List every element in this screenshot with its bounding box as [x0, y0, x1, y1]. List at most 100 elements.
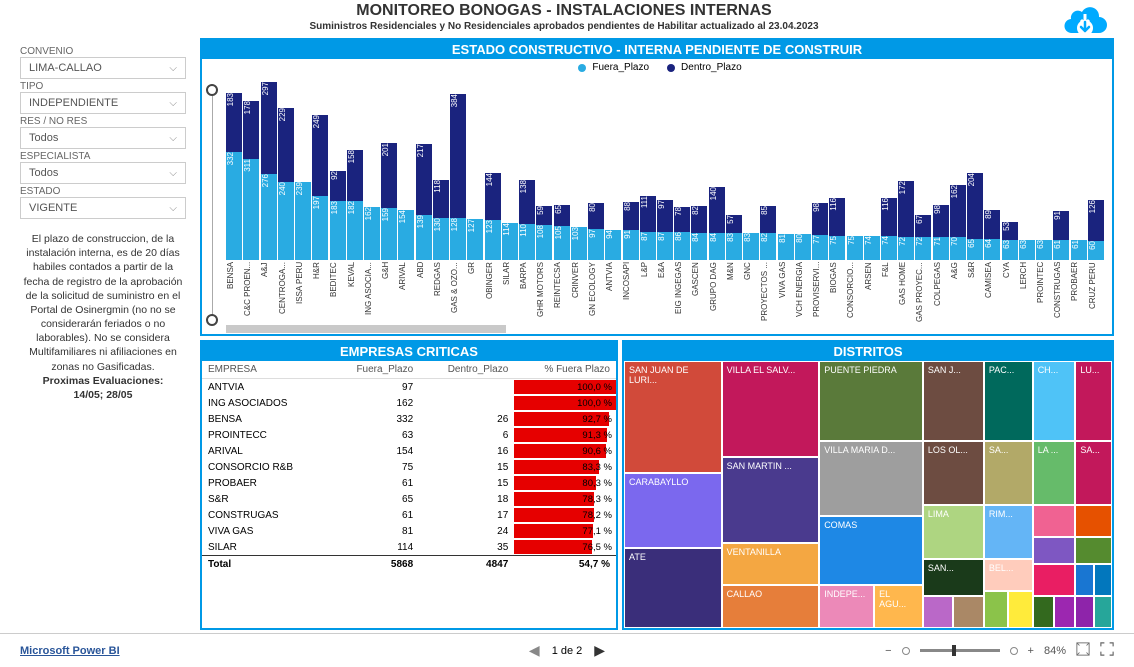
treemap-tile[interactable]: CH... — [1033, 361, 1076, 441]
treemap-tile[interactable]: SA... — [984, 441, 1033, 505]
bar-PROYECTOS ...[interactable]: 8582 — [760, 82, 776, 261]
distritos-treemap[interactable]: SAN JUAN DE LURI...CARABAYLLOATEVILLA EL… — [624, 361, 1112, 628]
slicer-resnores[interactable]: Todos⌵ — [20, 127, 186, 149]
bar-A&J[interactable]: 297276 — [260, 82, 276, 261]
treemap-tile[interactable] — [953, 596, 984, 628]
bar-PROINTEC[interactable]: 63 — [1036, 82, 1052, 261]
table-row[interactable]: ANTVIA97100,0 % — [202, 379, 616, 396]
range-slider-end[interactable] — [206, 314, 218, 326]
zoom-minus[interactable]: − — [885, 645, 891, 657]
table-row[interactable]: CONSTRUGAS611778,2 % — [202, 507, 616, 523]
treemap-tile[interactable] — [923, 596, 954, 628]
treemap-tile[interactable] — [1033, 596, 1054, 628]
pager-next[interactable]: ▶ — [594, 642, 605, 659]
bar-GRUPO DAG[interactable]: 14084 — [709, 82, 725, 261]
bar-BARPA[interactable]: 138110 — [519, 82, 535, 261]
bar-E&A[interactable]: 9787 — [657, 82, 673, 261]
bar-GNC[interactable]: 83 — [743, 82, 759, 261]
treemap-tile[interactable]: SAN... — [923, 559, 984, 596]
table-row[interactable]: ARIVAL1541690,6 % — [202, 443, 616, 459]
bar-F&L[interactable]: 11674 — [881, 82, 897, 261]
bar-ISSA PERU[interactable]: 239 — [295, 82, 311, 261]
bar-GN ECOLOGY[interactable]: 8097 — [588, 82, 604, 261]
download-cloud-icon[interactable] — [1062, 2, 1108, 38]
bar-GHR MOTORS[interactable]: 59108 — [536, 82, 552, 261]
pager-prev[interactable]: ◀ — [529, 642, 540, 659]
fullscreen-icon[interactable] — [1100, 642, 1114, 659]
treemap-tile[interactable]: RIM... — [984, 505, 1033, 558]
bar-EIG INGEGAS[interactable]: 7886 — [674, 82, 690, 261]
bar-ANTVIA[interactable]: 94 — [605, 82, 621, 261]
treemap-tile[interactable] — [1008, 591, 1032, 628]
bar-LERCH[interactable]: 63 — [1019, 82, 1035, 261]
empresas-table[interactable]: EMPRESAFuera_PlazoDentro_Plazo% Fuera Pl… — [202, 361, 616, 572]
bar-ING ASOCIA...[interactable]: 162 — [364, 82, 380, 261]
treemap-tile[interactable]: VILLA MARIA D... — [819, 441, 923, 516]
treemap-tile[interactable] — [1075, 564, 1093, 596]
fit-page-icon[interactable] — [1076, 642, 1090, 659]
table-row[interactable]: BENSA3322692,7 % — [202, 411, 616, 427]
table-row[interactable]: SILAR1143576,5 % — [202, 539, 616, 556]
range-slider-start[interactable] — [206, 84, 218, 96]
treemap-tile[interactable]: INDEPE... — [819, 585, 874, 628]
bar-L&P[interactable]: 11187 — [640, 82, 656, 261]
treemap-tile[interactable] — [1094, 596, 1112, 628]
bar-GR[interactable]: 127 — [467, 82, 483, 261]
slicer-especialista[interactable]: Todos⌵ — [20, 162, 186, 184]
treemap-tile[interactable]: COMAS — [819, 516, 923, 585]
zoom-slider[interactable] — [920, 649, 1000, 652]
treemap-tile[interactable]: ATE — [624, 548, 722, 628]
bar-CONSORCIO...[interactable]: 75 — [846, 82, 862, 261]
treemap-tile[interactable] — [1054, 596, 1075, 628]
col-header[interactable]: Fuera_Plazo — [329, 361, 419, 379]
bar-VIVA GAS[interactable]: 81 — [778, 82, 794, 261]
treemap-tile[interactable] — [1075, 596, 1093, 628]
table-row[interactable]: CONSORCIO R&B751583,3 % — [202, 459, 616, 475]
slicer-tipo[interactable]: INDEPENDIENTE⌵ — [20, 92, 186, 114]
bar-COLPEGAS[interactable]: 9871 — [933, 82, 949, 261]
table-row[interactable]: PROBAER611580,3 % — [202, 475, 616, 491]
bar-REINTECSA[interactable]: 65105 — [553, 82, 569, 261]
treemap-tile[interactable]: PAC... — [984, 361, 1033, 441]
treemap-tile[interactable]: CARABAYLLO — [624, 473, 722, 548]
slicer-estado[interactable]: VIGENTE⌵ — [20, 197, 186, 219]
bar-PROVISERVI...[interactable]: 9877 — [812, 82, 828, 261]
treemap-tile[interactable] — [1075, 505, 1112, 537]
treemap-tile[interactable]: LA ... — [1033, 441, 1076, 505]
bar-BEDITEC[interactable]: 92183 — [329, 82, 345, 261]
treemap-tile[interactable]: SA... — [1075, 441, 1112, 505]
treemap-tile[interactable]: SAN MARTIN ... — [722, 457, 820, 542]
bar-CENTROGA...[interactable]: 229240 — [278, 82, 294, 261]
bar-CYA[interactable]: 5363 — [1002, 82, 1018, 261]
treemap-tile[interactable] — [1033, 564, 1076, 596]
table-row[interactable]: PROINTECC63691,3 % — [202, 427, 616, 443]
treemap-tile[interactable]: LOS OL... — [923, 441, 984, 505]
treemap-tile[interactable]: PUENTE PIEDRA — [819, 361, 923, 441]
bar-H&R[interactable]: 249197 — [312, 82, 328, 261]
bar-BIOGAS[interactable]: 11675 — [829, 82, 845, 261]
bar-VCH ENERGIA[interactable]: 80 — [795, 82, 811, 261]
treemap-tile[interactable]: LIMA — [923, 505, 984, 558]
treemap-tile[interactable]: LU... — [1075, 361, 1112, 441]
treemap-tile[interactable]: VILLA EL SALV... — [722, 361, 820, 457]
bar-G&H[interactable]: 201159 — [381, 82, 397, 261]
col-header[interactable]: EMPRESA — [202, 361, 329, 379]
treemap-tile[interactable] — [1033, 505, 1076, 537]
treemap-tile[interactable] — [1094, 564, 1112, 596]
col-header[interactable]: Dentro_Plazo — [419, 361, 514, 379]
table-row[interactable]: VIVA GAS812477,1 % — [202, 523, 616, 539]
bar-ARIVAL[interactable]: 154 — [398, 82, 414, 261]
bar-REDGAS[interactable]: 118130 — [433, 82, 449, 261]
bar-CRINVER[interactable]: 103 — [571, 82, 587, 261]
bar-GAS PROYEC...[interactable]: 6772 — [915, 82, 931, 261]
bar-GAS HOME[interactable]: 17272 — [898, 82, 914, 261]
bar-S&R[interactable]: 20465 — [967, 82, 983, 261]
treemap-tile[interactable] — [984, 591, 1008, 628]
bar-PROBAER[interactable]: 61 — [1070, 82, 1086, 261]
bar-INCOSAPI[interactable]: 8891 — [622, 82, 638, 261]
bar-ARSEN[interactable]: 74 — [864, 82, 880, 261]
bar-chart[interactable]: 1833321783112972762292402392491979218315… — [202, 78, 1112, 335]
treemap-tile[interactable] — [1033, 537, 1076, 564]
treemap-tile[interactable]: CALLAO — [722, 585, 820, 628]
bar-M&N[interactable]: 5783 — [726, 82, 742, 261]
